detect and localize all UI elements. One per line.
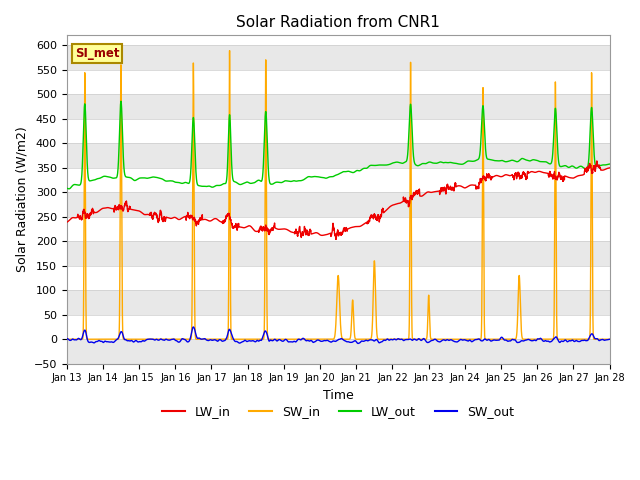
LW_out [468, 158, 476, 164]
Line: LW_out: LW_out [67, 101, 610, 189]
Bar [67, 192, 610, 216]
SW_out [388, 337, 396, 343]
LW_out [65, 186, 73, 192]
Bar [67, 45, 610, 70]
SW_in [142, 336, 150, 342]
SW_in [468, 336, 476, 342]
SW_out [416, 337, 424, 343]
SW_in [606, 336, 614, 342]
SW_in [509, 336, 517, 342]
Text: SI_met: SI_met [75, 47, 119, 60]
Legend: LW_in, SW_in, LW_out, SW_out: LW_in, SW_in, LW_out, SW_out [157, 400, 519, 423]
LW_out [509, 157, 517, 163]
SW_out [189, 324, 197, 330]
Bar [67, 94, 610, 119]
Title: Solar Radiation from CNR1: Solar Radiation from CNR1 [236, 15, 440, 30]
LW_in [161, 217, 169, 223]
LW_in [606, 165, 614, 171]
LW_out [606, 161, 614, 167]
Y-axis label: Solar Radiation (W/m2): Solar Radiation (W/m2) [15, 127, 28, 273]
SW_out [468, 339, 476, 345]
LW_out [416, 162, 424, 168]
X-axis label: Time: Time [323, 389, 353, 402]
LW_out [271, 180, 278, 186]
Bar [67, 143, 610, 168]
SW_out [355, 340, 362, 346]
SW_in [63, 336, 70, 342]
LW_in [593, 158, 601, 164]
Line: SW_out: SW_out [67, 327, 610, 343]
LW_in [270, 223, 278, 229]
Bar [67, 241, 610, 266]
LW_in [509, 173, 517, 179]
LW_in [416, 193, 424, 199]
SW_in [161, 336, 169, 342]
SW_out [509, 337, 517, 343]
Line: SW_in: SW_in [67, 50, 610, 339]
Line: LW_in: LW_in [67, 161, 610, 239]
SW_in [271, 336, 278, 342]
SW_out [63, 336, 70, 341]
SW_in [226, 48, 234, 53]
LW_in [63, 219, 70, 225]
SW_out [161, 336, 169, 342]
SW_out [271, 336, 278, 342]
LW_out [162, 178, 170, 184]
LW_out [63, 185, 70, 191]
LW_in [332, 236, 340, 242]
LW_out [117, 98, 125, 104]
SW_in [388, 336, 396, 342]
Bar [67, 339, 610, 364]
SW_out [606, 336, 614, 342]
LW_in [388, 203, 396, 208]
LW_in [468, 182, 476, 188]
Bar [67, 290, 610, 315]
SW_in [416, 336, 424, 342]
LW_out [388, 160, 396, 166]
